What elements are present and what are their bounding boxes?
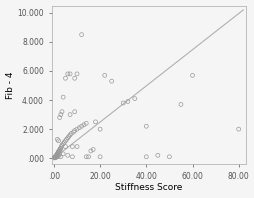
Point (91, 148, 95, 151)
Point (75, 72, 79, 75)
Point (79, 125, 83, 128)
Point (55, 153, 59, 156)
Point (66, 72, 70, 75)
Point (64, 138, 68, 141)
Point (70, 155, 74, 158)
Point (102, 74, 106, 77)
Point (54, 154, 58, 157)
Point (144, 125, 148, 128)
Point (60, 144, 64, 147)
Point (63, 77, 67, 80)
Point (52, 156, 56, 159)
Point (70, 145, 74, 148)
Point (66, 136, 70, 139)
Point (71, 130, 75, 134)
Point (56, 150, 60, 153)
Point (63, 145, 67, 148)
Point (84, 155, 88, 158)
Point (58, 147, 62, 150)
Point (68, 72, 72, 75)
Point (88, 149, 92, 152)
Point (57, 149, 61, 152)
Point (61, 152, 65, 155)
Point (98, 128, 102, 131)
Point (53, 155, 57, 158)
Point (56, 151, 60, 154)
Point (56, 154, 60, 158)
Point (58, 148, 62, 151)
Point (132, 97, 136, 100)
Point (72, 77, 76, 80)
Point (54, 155, 58, 159)
Point (55, 138, 59, 141)
Point (53, 155, 57, 159)
Point (57, 152, 61, 156)
Point (67, 135, 71, 138)
Point (82, 123, 86, 126)
Point (59, 155, 63, 158)
Point (54, 154, 58, 157)
Point (68, 113, 72, 116)
Point (55, 153, 59, 157)
Point (62, 141, 66, 144)
Point (54, 156, 58, 159)
Point (167, 155, 171, 158)
Point (61, 142, 65, 145)
Point (63, 139, 67, 142)
Point (59, 113, 63, 116)
Point (53, 155, 57, 158)
Y-axis label: Fib - 4: Fib - 4 (6, 71, 14, 99)
Point (75, 128, 79, 131)
Point (52, 156, 56, 160)
Point (77, 126, 81, 129)
Point (72, 110, 76, 113)
Point (236, 128, 240, 131)
Point (56, 151, 60, 155)
Point (144, 155, 148, 158)
Point (59, 145, 63, 148)
Point (86, 155, 90, 158)
Point (60, 110, 64, 113)
Point (55, 155, 59, 158)
Point (72, 129, 76, 132)
Point (121, 101, 125, 105)
Point (61, 96, 65, 99)
Point (53, 156, 57, 159)
Point (54, 154, 58, 158)
Point (155, 154, 159, 157)
Point (93, 120, 97, 123)
Point (55, 152, 59, 155)
Point (79, 33, 83, 36)
Point (84, 122, 88, 125)
Point (57, 149, 61, 152)
Point (57, 116, 61, 119)
X-axis label: Stiffness Score: Stiffness Score (115, 183, 182, 192)
Point (125, 100, 129, 103)
Point (66, 154, 70, 157)
Point (69, 132, 73, 135)
Point (109, 80, 113, 83)
Point (59, 147, 63, 150)
Point (178, 103, 182, 106)
Point (75, 145, 79, 148)
Point (190, 74, 194, 77)
Point (68, 133, 72, 137)
Point (98, 155, 102, 158)
Point (56, 139, 60, 142)
